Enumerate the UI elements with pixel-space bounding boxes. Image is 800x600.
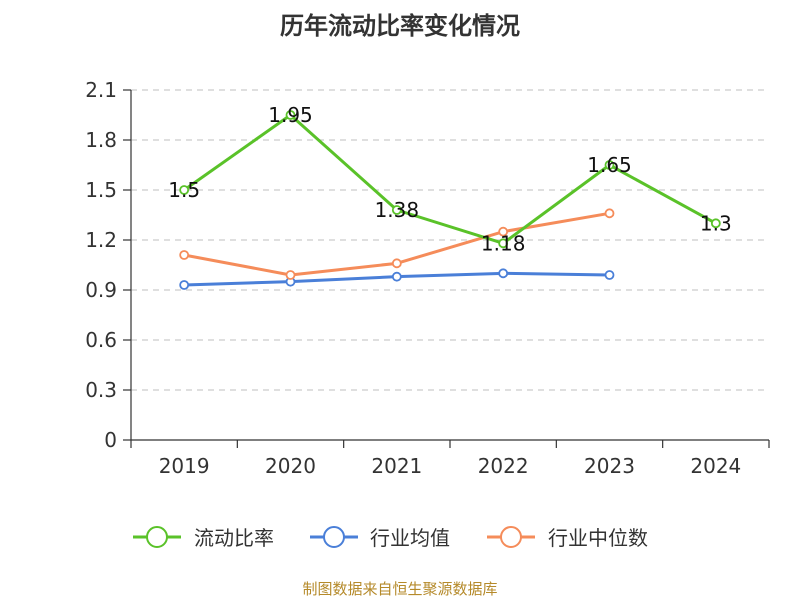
x-tick-label: 2024 [690,454,741,478]
grid-lines [131,89,769,391]
series-lines [179,110,721,290]
y-tick-label: 1.5 [85,178,117,202]
legend-item-0[interactable]: 流动比率 [133,526,274,550]
source-note: 制图数据来自恒生聚源数据库 [302,580,498,598]
series-point-1[interactable] [604,270,615,280]
series-point-0[interactable] [391,205,402,215]
data-label: 1.18 [481,231,526,255]
series-point-2[interactable] [604,208,615,219]
x-tick-label: 2022 [478,454,529,478]
y-tick-label: 0.3 [85,378,117,402]
y-tick-label: 0.6 [85,328,117,352]
series-point-2[interactable] [179,250,190,260]
legend: 流动比率 行业均值 行业中位数 [133,526,648,550]
series-point-1[interactable] [391,271,402,282]
data-label: 1.5 [168,178,200,202]
x-tick-label: 2021 [371,454,422,478]
series-point-2[interactable] [498,226,509,237]
series-point-1[interactable] [179,280,190,290]
chart-title: 历年流动比率变化情况 [280,12,520,40]
legend-marker [500,526,522,548]
data-label: 1.3 [700,211,732,235]
series-point-1[interactable] [498,268,509,279]
legend-label: 行业均值 [370,526,450,550]
y-tick-label: 0.9 [85,278,117,302]
x-tick-label: 2019 [159,454,210,478]
series-point-0[interactable] [498,238,509,249]
legend-label: 流动比率 [194,526,274,550]
y-tick-label: 0 [104,428,117,452]
data-labels: 1.5 1.95 1.38 1.18 1.65 1.3 [168,103,731,255]
legend-marker [146,526,168,548]
legend-item-1[interactable]: 行业均值 [310,526,450,550]
series-point-2[interactable] [285,270,296,280]
legend-label: 行业中位数 [548,526,648,550]
series-point-0[interactable] [604,160,615,170]
y-tick-label: 1.2 [85,228,117,252]
series-point-0[interactable] [179,185,190,195]
data-label: 1.38 [375,198,420,222]
series-point-0[interactable] [710,218,721,229]
series-line-0 [182,113,718,245]
legend-marker [323,526,345,548]
data-label: 1.65 [587,153,632,177]
x-tick-label: 2023 [584,454,635,478]
x-tick-label: 2020 [265,454,316,478]
legend-item-2[interactable]: 行业中位数 [487,526,648,550]
y-tick-label: 1.8 [85,128,117,152]
series-point-0[interactable] [285,110,296,120]
series-point-2[interactable] [391,258,402,269]
y-tick-label: 2.1 [85,78,117,102]
data-label: 1.95 [268,103,313,127]
axes: 0 0.3 0.6 0.9 1.2 1.5 1.8 2.1 2019 2020 2021 2022 20… [85,78,770,478]
